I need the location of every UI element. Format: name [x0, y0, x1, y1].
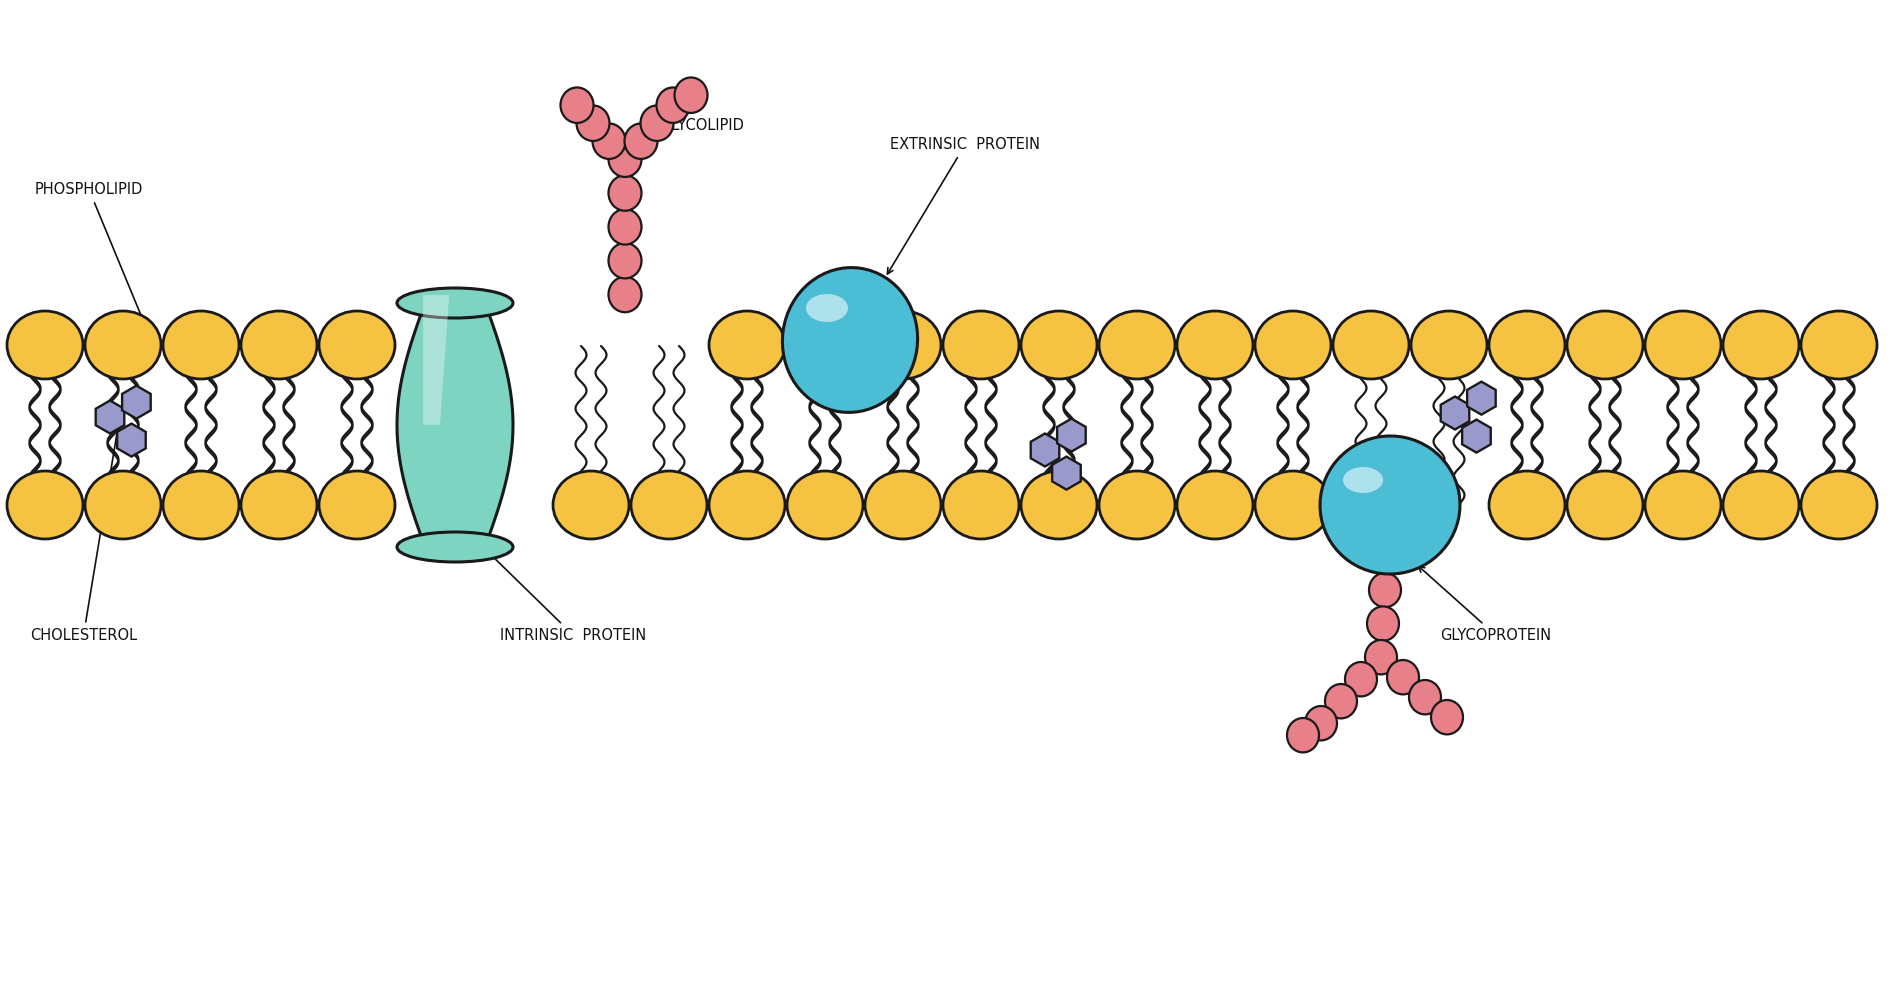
Ellipse shape	[788, 311, 862, 379]
Text: GLYCOPROTEIN: GLYCOPROTEIN	[1418, 566, 1551, 642]
Ellipse shape	[577, 105, 609, 141]
Ellipse shape	[1022, 471, 1096, 539]
Ellipse shape	[398, 532, 514, 562]
Ellipse shape	[1321, 436, 1460, 574]
Ellipse shape	[8, 471, 84, 539]
Ellipse shape	[710, 471, 786, 539]
Ellipse shape	[561, 87, 594, 123]
Text: GLYCOLIPID: GLYCOLIPID	[651, 117, 744, 141]
Ellipse shape	[866, 311, 940, 379]
Ellipse shape	[1566, 471, 1642, 539]
Ellipse shape	[609, 141, 641, 177]
Ellipse shape	[1387, 660, 1420, 694]
Ellipse shape	[1644, 311, 1720, 379]
Ellipse shape	[1366, 606, 1399, 641]
Ellipse shape	[242, 311, 318, 379]
Ellipse shape	[624, 123, 658, 159]
Ellipse shape	[710, 311, 786, 379]
Ellipse shape	[1722, 471, 1798, 539]
Text: INTRINSIC  PROTEIN: INTRINSIC PROTEIN	[489, 552, 647, 642]
Ellipse shape	[1800, 471, 1876, 539]
Ellipse shape	[86, 311, 162, 379]
Ellipse shape	[1722, 311, 1798, 379]
Ellipse shape	[1408, 680, 1441, 714]
Ellipse shape	[1254, 311, 1330, 379]
Ellipse shape	[657, 87, 689, 123]
Ellipse shape	[1176, 311, 1252, 379]
Ellipse shape	[1100, 471, 1174, 539]
Ellipse shape	[1286, 718, 1319, 752]
Ellipse shape	[320, 471, 396, 539]
Ellipse shape	[1176, 471, 1252, 539]
Ellipse shape	[1566, 311, 1642, 379]
Polygon shape	[398, 303, 514, 547]
Ellipse shape	[1488, 311, 1564, 379]
Ellipse shape	[1364, 640, 1397, 674]
Ellipse shape	[1324, 684, 1357, 718]
Ellipse shape	[1254, 471, 1330, 539]
Ellipse shape	[1100, 311, 1174, 379]
Text: EXTRINSIC  PROTEIN: EXTRINSIC PROTEIN	[887, 137, 1041, 274]
Ellipse shape	[8, 311, 84, 379]
Ellipse shape	[866, 471, 940, 539]
Ellipse shape	[86, 471, 162, 539]
Ellipse shape	[674, 77, 708, 113]
Ellipse shape	[554, 471, 630, 539]
Ellipse shape	[164, 311, 240, 379]
Ellipse shape	[782, 268, 917, 412]
Ellipse shape	[1488, 471, 1564, 539]
Ellipse shape	[609, 277, 641, 312]
Ellipse shape	[1368, 573, 1401, 607]
Ellipse shape	[609, 209, 641, 245]
Ellipse shape	[1332, 311, 1408, 379]
Ellipse shape	[1644, 471, 1720, 539]
Text: CHOLESTEROL: CHOLESTEROL	[30, 420, 137, 642]
Ellipse shape	[592, 123, 626, 159]
Ellipse shape	[944, 471, 1018, 539]
Ellipse shape	[632, 471, 708, 539]
Ellipse shape	[164, 471, 240, 539]
Polygon shape	[422, 295, 449, 425]
Ellipse shape	[641, 105, 674, 141]
Ellipse shape	[807, 294, 849, 322]
Ellipse shape	[1410, 311, 1486, 379]
Ellipse shape	[1345, 662, 1378, 696]
Ellipse shape	[609, 175, 641, 211]
Ellipse shape	[398, 288, 514, 318]
Ellipse shape	[944, 311, 1018, 379]
Ellipse shape	[320, 311, 396, 379]
Ellipse shape	[1800, 311, 1876, 379]
Text: PHOSPHOLIPID: PHOSPHOLIPID	[34, 182, 148, 333]
Ellipse shape	[1022, 311, 1096, 379]
Ellipse shape	[1431, 700, 1463, 734]
Ellipse shape	[1305, 706, 1338, 740]
Ellipse shape	[609, 243, 641, 278]
Ellipse shape	[788, 471, 862, 539]
Ellipse shape	[1344, 467, 1383, 493]
Ellipse shape	[242, 471, 318, 539]
